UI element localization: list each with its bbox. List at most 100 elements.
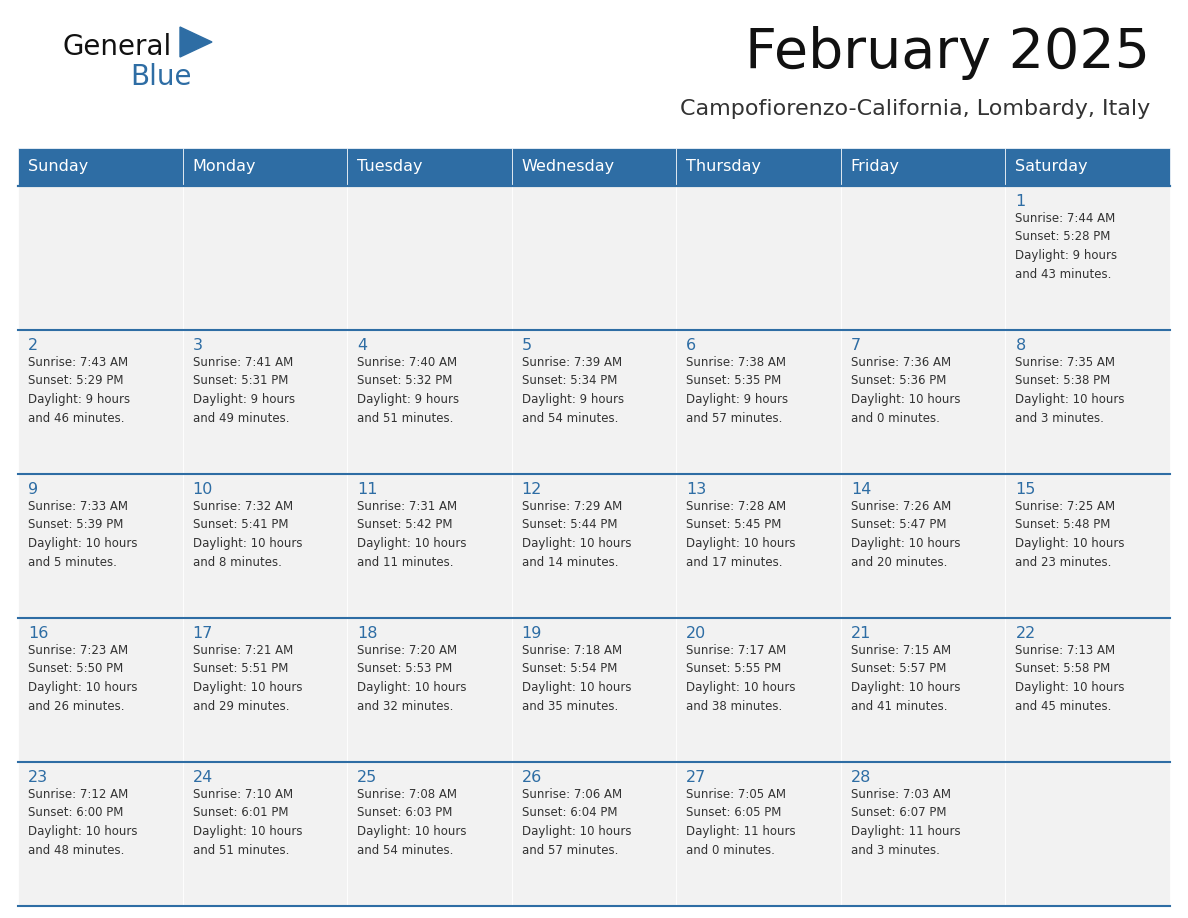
Text: Wednesday: Wednesday [522, 160, 615, 174]
Bar [18, 148, 183, 186]
Text: Sunrise: 7:35 AM
Sunset: 5:38 PM
Daylight: 10 hours
and 3 minutes.: Sunrise: 7:35 AM Sunset: 5:38 PM Dayligh… [1016, 356, 1125, 424]
Text: 18: 18 [358, 626, 378, 641]
Bar [1005, 330, 1170, 474]
Bar [841, 762, 1005, 906]
Text: 5: 5 [522, 338, 532, 353]
Bar [1005, 148, 1170, 186]
Text: 20: 20 [687, 626, 707, 641]
Text: 12: 12 [522, 482, 542, 497]
Text: 24: 24 [192, 770, 213, 785]
Bar [512, 330, 676, 474]
Text: Sunrise: 7:20 AM
Sunset: 5:53 PM
Daylight: 10 hours
and 32 minutes.: Sunrise: 7:20 AM Sunset: 5:53 PM Dayligh… [358, 644, 467, 712]
Bar [676, 474, 841, 618]
Text: Sunrise: 7:25 AM
Sunset: 5:48 PM
Daylight: 10 hours
and 23 minutes.: Sunrise: 7:25 AM Sunset: 5:48 PM Dayligh… [1016, 500, 1125, 568]
Text: 8: 8 [1016, 338, 1025, 353]
Text: Sunrise: 7:31 AM
Sunset: 5:42 PM
Daylight: 10 hours
and 11 minutes.: Sunrise: 7:31 AM Sunset: 5:42 PM Dayligh… [358, 500, 467, 568]
Bar [1005, 186, 1170, 330]
Bar [841, 474, 1005, 618]
Bar [18, 618, 183, 762]
Text: Sunrise: 7:38 AM
Sunset: 5:35 PM
Daylight: 9 hours
and 57 minutes.: Sunrise: 7:38 AM Sunset: 5:35 PM Dayligh… [687, 356, 789, 424]
Bar [512, 148, 676, 186]
Bar [676, 762, 841, 906]
Text: Sunrise: 7:06 AM
Sunset: 6:04 PM
Daylight: 10 hours
and 57 minutes.: Sunrise: 7:06 AM Sunset: 6:04 PM Dayligh… [522, 788, 631, 856]
Bar [512, 618, 676, 762]
Text: Friday: Friday [851, 160, 899, 174]
Text: 17: 17 [192, 626, 213, 641]
Text: Sunrise: 7:29 AM
Sunset: 5:44 PM
Daylight: 10 hours
and 14 minutes.: Sunrise: 7:29 AM Sunset: 5:44 PM Dayligh… [522, 500, 631, 568]
Bar [18, 330, 183, 474]
Bar [841, 330, 1005, 474]
Bar [676, 186, 841, 330]
Bar [841, 148, 1005, 186]
Text: 16: 16 [29, 626, 49, 641]
Text: 23: 23 [29, 770, 49, 785]
Bar [183, 148, 347, 186]
Bar [676, 148, 841, 186]
Bar [1005, 618, 1170, 762]
Text: 9: 9 [29, 482, 38, 497]
Text: 22: 22 [1016, 626, 1036, 641]
Text: Sunrise: 7:21 AM
Sunset: 5:51 PM
Daylight: 10 hours
and 29 minutes.: Sunrise: 7:21 AM Sunset: 5:51 PM Dayligh… [192, 644, 302, 712]
Bar [676, 618, 841, 762]
Bar [18, 474, 183, 618]
Text: Sunrise: 7:13 AM
Sunset: 5:58 PM
Daylight: 10 hours
and 45 minutes.: Sunrise: 7:13 AM Sunset: 5:58 PM Dayligh… [1016, 644, 1125, 712]
Bar [183, 474, 347, 618]
Bar [841, 618, 1005, 762]
Text: Sunrise: 7:10 AM
Sunset: 6:01 PM
Daylight: 10 hours
and 51 minutes.: Sunrise: 7:10 AM Sunset: 6:01 PM Dayligh… [192, 788, 302, 856]
Bar [183, 618, 347, 762]
Polygon shape [181, 27, 211, 57]
Text: Sunrise: 7:05 AM
Sunset: 6:05 PM
Daylight: 11 hours
and 0 minutes.: Sunrise: 7:05 AM Sunset: 6:05 PM Dayligh… [687, 788, 796, 856]
Bar [841, 186, 1005, 330]
Bar [512, 762, 676, 906]
Bar [347, 330, 512, 474]
Text: Tuesday: Tuesday [358, 160, 423, 174]
Text: 27: 27 [687, 770, 707, 785]
Bar [347, 618, 512, 762]
Text: Sunrise: 7:17 AM
Sunset: 5:55 PM
Daylight: 10 hours
and 38 minutes.: Sunrise: 7:17 AM Sunset: 5:55 PM Dayligh… [687, 644, 796, 712]
Text: Sunrise: 7:12 AM
Sunset: 6:00 PM
Daylight: 10 hours
and 48 minutes.: Sunrise: 7:12 AM Sunset: 6:00 PM Dayligh… [29, 788, 138, 856]
Text: Sunrise: 7:23 AM
Sunset: 5:50 PM
Daylight: 10 hours
and 26 minutes.: Sunrise: 7:23 AM Sunset: 5:50 PM Dayligh… [29, 644, 138, 712]
Text: Campofiorenzo-California, Lombardy, Italy: Campofiorenzo-California, Lombardy, Ital… [680, 99, 1150, 119]
Text: 13: 13 [687, 482, 707, 497]
Text: 11: 11 [358, 482, 378, 497]
Bar [183, 762, 347, 906]
Text: Monday: Monday [192, 160, 257, 174]
Bar [512, 186, 676, 330]
Text: 19: 19 [522, 626, 542, 641]
Text: Sunrise: 7:41 AM
Sunset: 5:31 PM
Daylight: 9 hours
and 49 minutes.: Sunrise: 7:41 AM Sunset: 5:31 PM Dayligh… [192, 356, 295, 424]
Bar [676, 330, 841, 474]
Text: 21: 21 [851, 626, 871, 641]
Bar [347, 474, 512, 618]
Text: 4: 4 [358, 338, 367, 353]
Text: Sunrise: 7:44 AM
Sunset: 5:28 PM
Daylight: 9 hours
and 43 minutes.: Sunrise: 7:44 AM Sunset: 5:28 PM Dayligh… [1016, 212, 1118, 281]
Bar [347, 148, 512, 186]
Text: Sunrise: 7:08 AM
Sunset: 6:03 PM
Daylight: 10 hours
and 54 minutes.: Sunrise: 7:08 AM Sunset: 6:03 PM Dayligh… [358, 788, 467, 856]
Text: February 2025: February 2025 [745, 26, 1150, 80]
Text: General: General [62, 33, 171, 61]
Text: Thursday: Thursday [687, 160, 762, 174]
Text: Sunrise: 7:26 AM
Sunset: 5:47 PM
Daylight: 10 hours
and 20 minutes.: Sunrise: 7:26 AM Sunset: 5:47 PM Dayligh… [851, 500, 960, 568]
Text: Sunrise: 7:33 AM
Sunset: 5:39 PM
Daylight: 10 hours
and 5 minutes.: Sunrise: 7:33 AM Sunset: 5:39 PM Dayligh… [29, 500, 138, 568]
Text: 26: 26 [522, 770, 542, 785]
Text: 2: 2 [29, 338, 38, 353]
Text: Sunrise: 7:15 AM
Sunset: 5:57 PM
Daylight: 10 hours
and 41 minutes.: Sunrise: 7:15 AM Sunset: 5:57 PM Dayligh… [851, 644, 960, 712]
Bar [18, 762, 183, 906]
Text: Saturday: Saturday [1016, 160, 1088, 174]
Text: Sunrise: 7:03 AM
Sunset: 6:07 PM
Daylight: 11 hours
and 3 minutes.: Sunrise: 7:03 AM Sunset: 6:07 PM Dayligh… [851, 788, 960, 856]
Text: 28: 28 [851, 770, 871, 785]
Text: 7: 7 [851, 338, 861, 353]
Bar [183, 330, 347, 474]
Text: Sunrise: 7:39 AM
Sunset: 5:34 PM
Daylight: 9 hours
and 54 minutes.: Sunrise: 7:39 AM Sunset: 5:34 PM Dayligh… [522, 356, 624, 424]
Text: Sunrise: 7:32 AM
Sunset: 5:41 PM
Daylight: 10 hours
and 8 minutes.: Sunrise: 7:32 AM Sunset: 5:41 PM Dayligh… [192, 500, 302, 568]
Bar [1005, 474, 1170, 618]
Bar [347, 762, 512, 906]
Bar [512, 474, 676, 618]
Bar [18, 186, 183, 330]
Text: 10: 10 [192, 482, 213, 497]
Text: 15: 15 [1016, 482, 1036, 497]
Text: Sunrise: 7:28 AM
Sunset: 5:45 PM
Daylight: 10 hours
and 17 minutes.: Sunrise: 7:28 AM Sunset: 5:45 PM Dayligh… [687, 500, 796, 568]
Bar [347, 186, 512, 330]
Text: 14: 14 [851, 482, 871, 497]
Text: 3: 3 [192, 338, 203, 353]
Text: 6: 6 [687, 338, 696, 353]
